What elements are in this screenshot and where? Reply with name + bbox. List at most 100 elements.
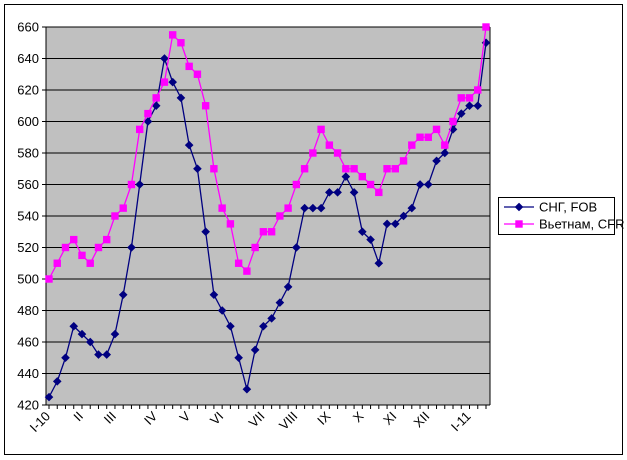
data-point-square <box>152 94 160 102</box>
data-point-square <box>226 220 235 228</box>
data-point-diamond <box>69 321 79 331</box>
y-tick-label: 420 <box>17 398 39 413</box>
data-point-diamond <box>160 54 169 63</box>
data-point-diamond <box>333 188 342 197</box>
data-point-diamond <box>423 180 433 189</box>
data-point-diamond <box>259 321 268 331</box>
data-point-diamond <box>316 203 326 213</box>
data-point-square <box>366 180 375 189</box>
data-point-square <box>482 23 490 31</box>
data-point-square <box>457 94 465 102</box>
data-point-diamond <box>201 227 210 237</box>
data-point-square <box>358 172 367 181</box>
data-point-diamond <box>366 235 375 244</box>
data-point-square <box>416 133 424 141</box>
data-point-square <box>111 212 119 220</box>
data-point-diamond <box>85 337 95 347</box>
data-point-square <box>201 102 210 110</box>
data-point-square <box>432 125 441 134</box>
data-point-diamond <box>209 290 219 300</box>
data-point-square <box>160 78 169 86</box>
data-point-diamond <box>77 329 87 339</box>
y-tick-label: 660 <box>17 20 39 35</box>
data-point-square <box>168 31 177 39</box>
y-tick-label: 640 <box>17 51 39 66</box>
data-point-square <box>317 125 325 134</box>
data-point-square <box>391 165 400 173</box>
legend-item-label: СНГ, FOB <box>539 200 597 215</box>
data-point-diamond <box>151 101 161 111</box>
data-point-square <box>284 204 292 212</box>
data-point-diamond <box>267 314 276 323</box>
data-point-square <box>243 267 251 275</box>
y-tick-label: 520 <box>17 240 39 255</box>
data-point-diamond <box>473 101 483 111</box>
data-point-square <box>292 180 301 189</box>
data-point-square <box>53 259 61 267</box>
data-point-diamond <box>374 258 384 268</box>
data-point-diamond <box>341 172 351 181</box>
data-point-square <box>259 228 268 236</box>
data-point-square <box>383 165 391 173</box>
data-point-diamond <box>184 140 194 150</box>
y-tick-label: 600 <box>17 114 39 129</box>
data-point-square <box>103 235 111 244</box>
data-point-square <box>325 141 334 149</box>
y-tick-label: 560 <box>17 177 39 192</box>
data-point-square <box>375 188 383 197</box>
data-point-square <box>70 235 78 244</box>
data-point-diamond <box>465 101 474 111</box>
y-tick-label: 480 <box>17 303 39 318</box>
y-tick-label: 500 <box>17 272 39 287</box>
data-point-square <box>441 141 449 149</box>
data-point-diamond <box>390 219 400 229</box>
data-point-diamond <box>283 282 293 292</box>
data-point-square <box>144 109 152 118</box>
series-sng-fob-line <box>48 42 487 398</box>
data-point-diamond <box>217 306 227 315</box>
data-point-square <box>399 157 408 165</box>
data-point-diamond <box>61 353 70 363</box>
data-point-diamond <box>349 188 359 197</box>
data-point-diamond <box>226 321 235 331</box>
data-point-diamond <box>325 188 334 197</box>
legend-item-label: Вьетнам, CFR <box>539 217 624 232</box>
data-point-square <box>119 204 127 212</box>
data-point-diamond <box>234 353 243 363</box>
data-point-diamond <box>456 109 466 118</box>
chart-border <box>4 4 623 455</box>
data-point-diamond <box>440 148 450 158</box>
data-point-diamond <box>176 93 186 103</box>
data-point-square <box>342 165 350 173</box>
data-point-square <box>78 251 86 260</box>
data-point-square <box>350 165 358 173</box>
data-point-diamond <box>382 219 392 229</box>
data-point-square <box>193 70 202 78</box>
data-point-square <box>465 94 474 102</box>
data-point-square <box>267 228 276 236</box>
data-point-diamond <box>52 377 62 386</box>
y-tick-label: 460 <box>17 335 39 350</box>
data-point-diamond <box>242 384 252 394</box>
data-point-square <box>333 149 342 157</box>
data-point-diamond <box>168 77 177 87</box>
data-point-square <box>276 212 284 220</box>
data-point-diamond <box>308 203 318 213</box>
data-point-square <box>86 259 94 267</box>
data-point-diamond <box>399 211 408 221</box>
data-point-diamond <box>44 392 54 402</box>
data-point-square <box>210 165 218 173</box>
y-tick-label: 620 <box>17 83 39 98</box>
data-point-square <box>218 204 226 212</box>
data-point-diamond <box>415 180 425 189</box>
data-point-square <box>177 39 185 47</box>
data-point-square <box>424 133 432 141</box>
data-point-square <box>234 259 243 267</box>
data-point-square <box>309 149 317 157</box>
data-point-diamond <box>110 329 120 339</box>
data-point-diamond <box>118 290 128 300</box>
data-point-diamond <box>250 345 260 355</box>
data-point-square <box>127 180 136 189</box>
data-point-diamond <box>432 156 441 166</box>
